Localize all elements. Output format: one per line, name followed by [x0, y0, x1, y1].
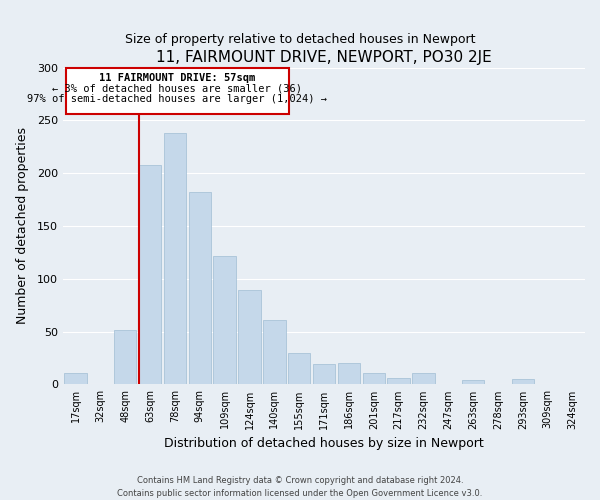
Bar	[338, 364, 360, 384]
Bar	[362, 373, 385, 384]
Text: Contains HM Land Registry data © Crown copyright and database right 2024.
Contai: Contains HM Land Registry data © Crown c…	[118, 476, 482, 498]
Title: 11, FAIRMOUNT DRIVE, NEWPORT, PO30 2JE: 11, FAIRMOUNT DRIVE, NEWPORT, PO30 2JE	[156, 50, 492, 65]
Text: ← 3% of detached houses are smaller (36): ← 3% of detached houses are smaller (36)	[52, 84, 302, 94]
Bar	[388, 378, 410, 384]
Bar	[114, 330, 136, 384]
Bar	[263, 320, 286, 384]
Text: 97% of semi-detached houses are larger (1,024) →: 97% of semi-detached houses are larger (…	[28, 94, 328, 104]
Bar	[313, 364, 335, 384]
Bar	[462, 380, 484, 384]
Bar	[288, 352, 310, 384]
Bar	[412, 373, 434, 384]
Bar	[64, 373, 87, 384]
Bar	[139, 164, 161, 384]
X-axis label: Distribution of detached houses by size in Newport: Distribution of detached houses by size …	[164, 437, 484, 450]
Y-axis label: Number of detached properties: Number of detached properties	[16, 128, 29, 324]
Text: 11 FAIRMOUNT DRIVE: 57sqm: 11 FAIRMOUNT DRIVE: 57sqm	[100, 73, 256, 83]
Bar	[512, 379, 534, 384]
Bar	[238, 290, 261, 384]
Text: Size of property relative to detached houses in Newport: Size of property relative to detached ho…	[125, 32, 475, 46]
FancyBboxPatch shape	[65, 68, 289, 114]
Bar	[164, 133, 186, 384]
Bar	[188, 192, 211, 384]
Bar	[214, 256, 236, 384]
